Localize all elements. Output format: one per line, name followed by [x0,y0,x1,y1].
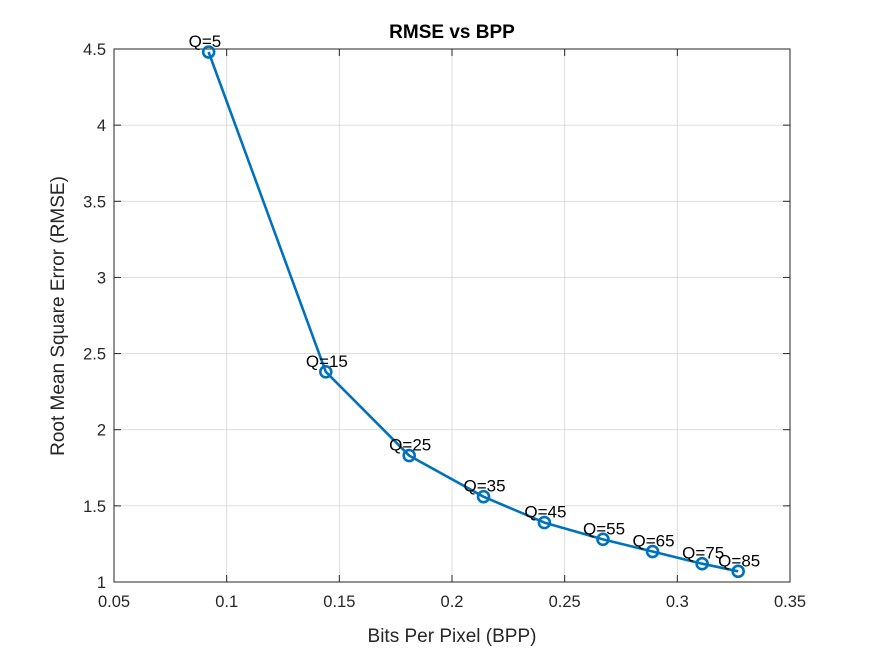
data-point-label: Q=5 [189,32,222,51]
data-point-label: Q=25 [389,436,431,455]
data-point-marker [402,448,416,463]
point-labels: Q=5 Q=15 Q=25 Q=35 Q=45 Q=55 Q=65 Q=75Q=85 [189,32,761,570]
x-tick-label: 0.05 [98,593,130,611]
y-tick-label: 1.5 [83,498,106,516]
y-tick-label: 4 [97,117,106,135]
data-point-marker [319,365,333,379]
y-tick-label: 3 [97,269,106,287]
series [201,45,745,579]
data-point-marker [537,515,552,530]
data-point-marker [731,564,745,579]
x-tick-label: 0.15 [323,593,355,611]
data-point-marker [596,532,610,547]
data-point-label: Q=35 [464,477,506,496]
data-point-marker [201,45,216,59]
x-tick-label: 0.2 [441,593,464,611]
y-tick-label: 3.5 [83,193,106,211]
data-point-label: Q=85 [718,551,760,570]
data-point-marker [645,544,660,559]
x-tick-label: 0.25 [549,593,581,611]
data-point-label: Q=65 [633,532,675,551]
data-point-label: Q=15 [306,352,348,371]
axis-ticks: 0.05 0.1 0.15 0.2 0.25 0.3 0.35 1 1.5 2 2.5 3 3.5 4 4.… [83,41,806,611]
data-point-marker [695,556,709,571]
data-point-label: Q=45 [524,503,566,522]
data-point-label: Q=75 [682,544,724,563]
chart-title: RMSE vs BPP [389,22,515,43]
data-point-marker [476,489,491,504]
x-tick-label: 0.35 [774,593,806,611]
x-axis-label: Bits Per Pixel (BPP) [368,626,537,647]
y-axis-label: Root Mean Square Error (RMSE) [48,176,69,456]
y-tick-label: 2 [97,422,106,440]
y-tick-label: 1 [97,574,106,592]
grid [114,49,790,582]
series-line [207,51,739,573]
x-tick-label: 0.3 [666,593,689,611]
x-tick-label: 0.1 [215,593,238,611]
data-point-label: Q=55 [583,519,625,538]
y-tick-label: 2.5 [83,346,106,364]
y-tick-label: 4.5 [83,41,106,59]
